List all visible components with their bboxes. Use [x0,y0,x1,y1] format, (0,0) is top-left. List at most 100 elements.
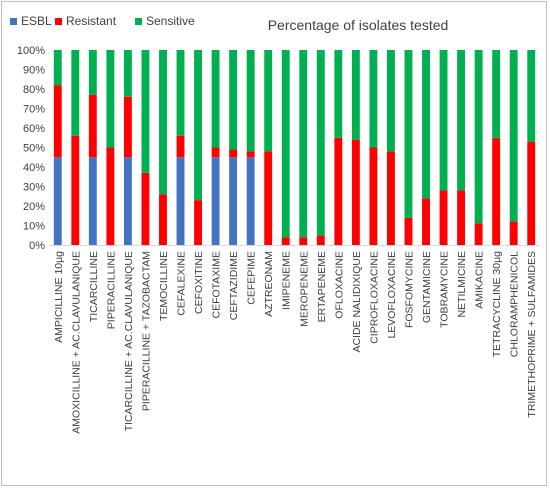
bar-sensitive-segment [229,50,238,150]
x-tick-label: AZTREONAM [263,251,275,317]
x-tick-label: PIPERACILLINE [105,251,117,329]
bar-sensitive-segment [457,50,466,191]
bar-esbl-segment [53,157,62,245]
bar-resistant-segment [211,147,220,158]
x-tick-label: TRIMETHOPRIME + SULFAMIDES [526,251,538,418]
x-tick-label: CHLORAMPHENICOL [509,251,521,357]
legend-swatch-sensitive [135,18,142,25]
bar-resistant-segment [457,190,466,245]
bar-sensitive-segment [194,50,202,201]
x-tick-label: CEFOXITINE [193,251,205,314]
x-tick-label: AMIKACINE [474,251,486,309]
x-tick-label: TEMOCILLINE [158,251,170,321]
bar-sensitive-segment [439,50,448,191]
bar-resistant-segment [527,141,536,245]
bar-resistant-segment [281,237,290,245]
bar-resistant-segment [176,135,185,158]
bar-resistant-segment [264,151,273,245]
bar-resistant-segment [474,223,483,245]
bar-sensitive-segment [404,50,413,218]
bar-sensitive-segment [176,50,185,136]
x-tick-label: TICARCILLINE + AC.CLAVULANIQUE [123,251,135,431]
y-tick-label: 0% [29,240,45,252]
bar-sensitive-segment [369,50,378,148]
bar-sensitive-segment [53,50,62,86]
legend: ESBL Resistant Sensitive [10,14,195,28]
bar-sensitive-segment [334,50,343,138]
bar-resistant-segment [123,96,132,158]
bar-sensitive-segment [106,50,115,148]
y-tick-label: 70% [23,104,45,116]
x-tick-label: AMPICILLINE 10µg [53,251,65,343]
x-tick-label: NETILMICINE [456,251,468,318]
y-axis: 0% 10% 20% 30% 40% 50% 60% 70% 80% 90% 100% [17,45,45,252]
x-tick-label: TOBRAMYCINE [439,251,451,328]
y-tick-label: 100% [17,45,45,57]
bar-sensitive-segment [509,50,518,222]
bar-resistant-segment [71,135,80,245]
bar-esbl-segment [229,157,238,245]
bar-sensitive-segment [422,50,430,199]
bar-sensitive-segment [387,50,395,152]
x-tick-label: AMOXICILLINE + AC.CLAVULANIQUE [70,251,82,434]
bar-sensitive-segment [492,50,501,138]
bars [53,50,536,245]
x-tick-label: MEROPENEME [298,251,310,327]
bar-sensitive-segment [159,50,167,195]
x-tick-label: ACIDE NALIDIXIQUE [351,251,363,353]
y-tick-label: 10% [23,221,45,233]
y-tick-label: 80% [23,84,45,96]
x-tick-label: OFLOXACINE [333,251,345,319]
bar-sensitive-segment [88,50,97,95]
x-tick-label: LEVOFLOXACINE [386,251,398,339]
legend-label-esbl: ESBL [21,14,52,28]
bar-esbl-segment [88,157,97,245]
x-tick-label: CEFALEXINE [176,251,188,316]
bar-esbl-segment [246,157,255,245]
chart-title: Percentage of isolates tested [268,17,449,33]
x-tick-label: GENTAMICINE [421,251,433,323]
x-tick-label: CIPROFLOXACINE [368,251,380,344]
x-tick-label: FOSFOMYCINE [403,251,415,328]
bar-resistant-segment [246,151,255,158]
bar-resistant-segment [53,85,62,158]
bar-resistant-segment [422,198,430,245]
bar-resistant-segment [509,221,518,245]
bar-sensitive-segment [141,50,150,173]
bar-sensitive-segment [211,50,220,148]
bar-resistant-segment [404,217,413,245]
bar-sensitive-segment [123,50,132,97]
bar-resistant-segment [88,94,97,158]
x-tick-label: CEFEPIME [246,251,258,305]
bar-sensitive-segment [316,50,325,236]
bar-sensitive-segment [71,50,80,136]
x-axis: AMPICILLINE 10µg AMOXICILLINE + AC.CLAVUL… [49,245,540,434]
bar-resistant-segment [106,147,115,245]
bar-resistant-segment [351,139,360,245]
bar-sensitive-segment [299,50,308,238]
y-tick-label: 90% [23,65,45,77]
bar-sensitive-segment [527,50,536,142]
bar-resistant-segment [439,190,448,245]
y-tick-label: 50% [23,143,45,155]
bar-resistant-segment [334,137,343,245]
bar-resistant-segment [316,235,325,245]
bar-sensitive-segment [246,50,255,152]
bar-sensitive-segment [281,50,290,238]
bar-resistant-segment [229,149,238,158]
y-tick-label: 20% [23,201,45,213]
bar-resistant-segment [387,151,395,245]
y-tick-label: 30% [23,182,45,194]
bar-sensitive-segment [264,50,273,152]
x-tick-label: CEFOTAXIME [211,251,223,318]
bar-resistant-segment [159,194,167,245]
bar-resistant-segment [194,200,202,245]
bar-esbl-segment [211,157,220,245]
bar-sensitive-segment [474,50,483,224]
x-tick-label: PIPERACILLINE + TAZOBACTAM [140,251,152,411]
x-tick-label: CEFTAZIDIME [228,251,240,320]
bar-sensitive-segment [351,50,360,140]
legend-label-resistant: Resistant [66,14,117,28]
x-tick-label: TICARCILLINE [88,251,100,322]
